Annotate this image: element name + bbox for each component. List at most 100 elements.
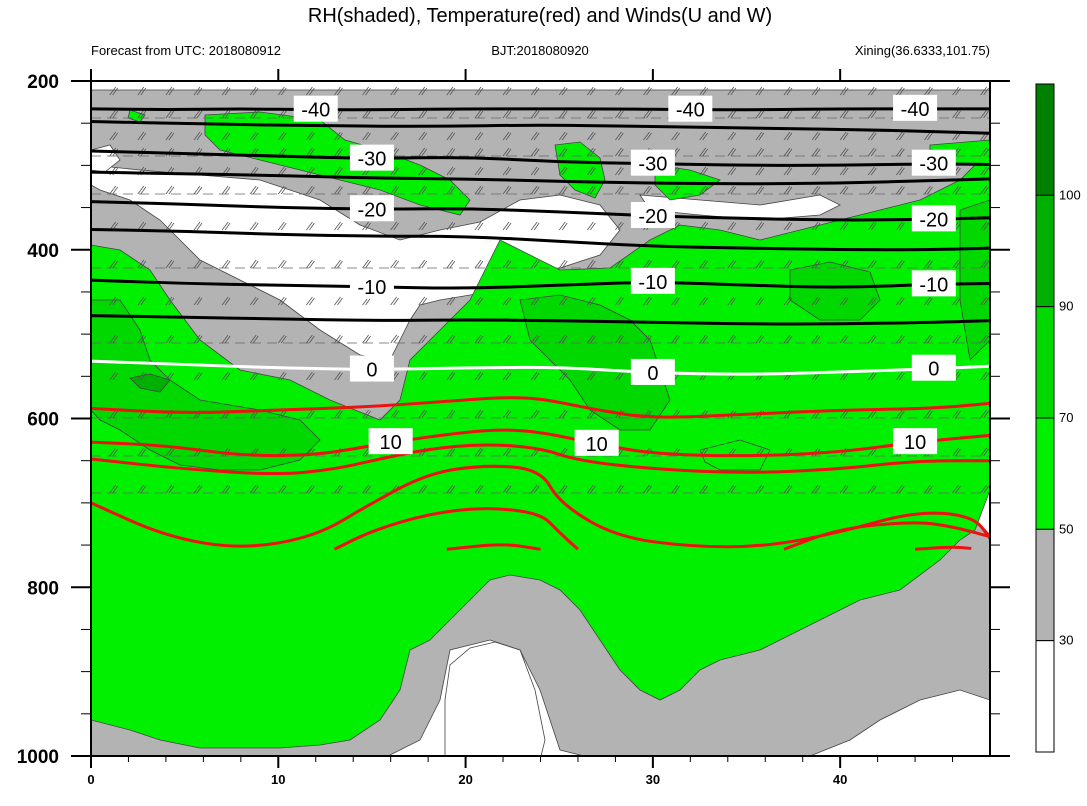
wind-barb — [418, 484, 428, 494]
temperature-contour-5 — [91, 396, 990, 419]
contour-label-box — [349, 144, 394, 171]
wind-barb — [867, 221, 877, 231]
temperature-contour-labels: -40 -40 -40 -30 -30 -30 -20 -20 -20 -10 -10 -10 0 0 0 1… — [293, 94, 956, 456]
wind-barb — [109, 334, 119, 344]
wind-barb — [165, 221, 175, 231]
contour-label: -40 — [301, 100, 330, 122]
wind-barb — [165, 86, 175, 96]
wind-barb — [952, 296, 961, 306]
wind-barb — [390, 185, 399, 195]
wind-barb — [980, 185, 989, 195]
wind-barb — [137, 484, 147, 494]
wind-barb — [727, 86, 737, 96]
wind-barb — [839, 296, 849, 306]
wind-barb — [587, 147, 596, 157]
wind-barb — [783, 484, 793, 494]
wind-barb — [530, 109, 540, 119]
wind-barb — [587, 484, 596, 494]
wind-barb — [334, 86, 343, 96]
temperature-contour-20 — [446, 543, 541, 551]
chart-title: RH(shaded), Temperature(red) and Winds(U… — [308, 5, 772, 27]
contour-label-box — [349, 195, 394, 222]
wind-barb — [867, 259, 877, 269]
y-tick-label: 800 — [27, 578, 59, 599]
colorbar-label: 90 — [1059, 299, 1073, 314]
wind-barb — [558, 259, 568, 269]
wind-barb — [952, 484, 961, 494]
wind-barb — [446, 109, 456, 119]
wind-barb — [334, 334, 343, 344]
wind-barb — [109, 409, 119, 419]
wind-barb — [615, 131, 624, 141]
wind-barb — [137, 371, 147, 381]
local-time-label: BJT:2018080920 — [491, 43, 589, 58]
wind-barb — [643, 86, 652, 96]
wind-barb — [952, 109, 961, 119]
wind-barb — [221, 109, 231, 119]
wind-barb — [474, 147, 484, 157]
wind-barb — [109, 86, 119, 96]
wind-barb — [699, 147, 709, 157]
contour-label: -20 — [638, 206, 667, 228]
wind-barb — [839, 109, 849, 119]
wind-barb — [839, 166, 849, 176]
wind-barb — [446, 484, 456, 494]
wind-barb — [277, 371, 287, 381]
contour-label: -30 — [357, 149, 386, 171]
wind-barb — [587, 185, 596, 195]
wind-barb — [277, 86, 287, 96]
wind-barb — [839, 371, 849, 381]
wind-barb — [334, 409, 343, 419]
wind-barb — [811, 259, 821, 269]
wind-barb — [277, 221, 287, 231]
wind-barb — [587, 334, 596, 344]
wind-barb — [811, 131, 821, 141]
contour-label-box — [911, 354, 956, 381]
wind-barb — [867, 447, 877, 457]
wind-barb — [783, 259, 793, 269]
wind-barb — [165, 371, 175, 381]
y-tick-label: 1000 — [17, 747, 59, 768]
wind-barb — [390, 259, 399, 269]
wind-barb — [109, 371, 119, 381]
rh-band-below-30 — [639, 194, 841, 221]
wind-barb — [137, 221, 147, 231]
wind-barb — [277, 166, 287, 176]
wind-barb — [727, 131, 737, 141]
wind-barb — [867, 334, 877, 344]
wind-barb — [558, 86, 568, 96]
wind-barb — [952, 409, 961, 419]
wind-barb — [558, 147, 568, 157]
wind-barb — [165, 259, 175, 269]
wind-barb — [811, 484, 821, 494]
wind-barb — [221, 259, 231, 269]
wind-barb — [699, 296, 709, 306]
wind-barb — [249, 484, 259, 494]
wind-barb — [530, 221, 540, 231]
contour-label: -20 — [919, 209, 948, 231]
wind-barb — [390, 131, 399, 141]
wind-barb — [924, 131, 933, 141]
wind-barb — [277, 185, 287, 195]
wind-barb — [755, 484, 765, 494]
station-location-label: Xining(36.6333,101.75) — [855, 43, 990, 58]
wind-barb — [727, 185, 737, 195]
wind-barb — [221, 371, 231, 381]
wind-barb — [165, 109, 175, 119]
wind-barb — [980, 109, 989, 119]
wind-barb — [980, 86, 989, 96]
wind-barb — [727, 296, 737, 306]
wind-barb — [137, 296, 147, 306]
temperature-contour-20 — [783, 521, 990, 551]
wind-barb — [502, 166, 512, 176]
contour-label: -30 — [919, 154, 948, 176]
forecast-time-label: Forecast from UTC: 2018080912 — [91, 43, 281, 58]
wind-barb — [193, 334, 203, 344]
rh-band-90-100 — [129, 373, 171, 393]
wind-barb — [530, 147, 540, 157]
wind-barb — [952, 447, 961, 457]
wind-barb — [643, 131, 652, 141]
wind-barb — [896, 371, 905, 381]
wind-barb — [839, 221, 849, 231]
